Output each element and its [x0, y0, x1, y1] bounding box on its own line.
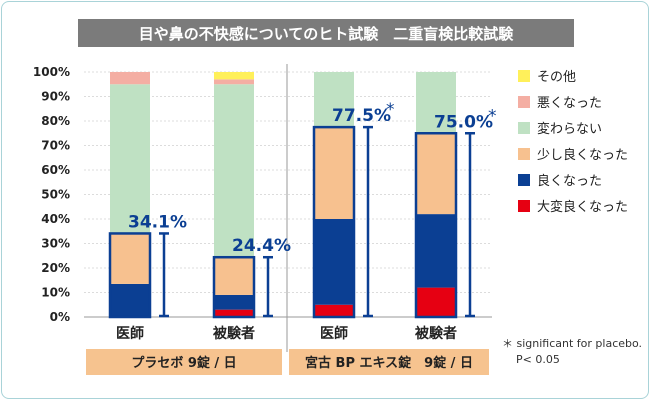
y-tick-label: 10% — [41, 286, 70, 300]
y-tick-label: 30% — [41, 237, 70, 251]
x-tick-labels: 医師 被験者 医師 被験者 — [116, 325, 457, 342]
bar-segment — [110, 233, 150, 284]
bar-segment — [110, 84, 150, 234]
value-label: 24.4% — [232, 236, 291, 256]
legend-swatch — [518, 200, 530, 212]
improvement-outline — [312, 125, 356, 319]
legend-swatch — [518, 70, 530, 82]
y-tick-label: 60% — [41, 163, 70, 177]
bar-segment — [416, 287, 456, 317]
value-label: 34.1% — [128, 212, 187, 232]
group-label-background — [289, 349, 489, 375]
improvement-outline — [212, 255, 256, 319]
improvement-outline — [108, 232, 152, 319]
chart-title-background — [78, 19, 574, 47]
x-tick-label: 医師 — [116, 325, 144, 342]
legend-label: その他 — [537, 70, 576, 85]
bar-segment — [416, 214, 456, 288]
legend-swatch — [518, 122, 530, 134]
legend-label: 悪くなった — [537, 96, 602, 111]
x-tick-label: 被験者 — [213, 325, 255, 342]
improvement-outline — [414, 132, 458, 319]
group-label: 宮古 BP エキス錠 9錠 / 日 — [305, 355, 473, 371]
y-tick-labels: 0% 10% 20% 30% 40% 50% 60% 70% 80% 90% 100% — [33, 65, 70, 324]
value-label: 77.5% — [332, 106, 391, 126]
bar-segment — [314, 72, 354, 128]
legend-label: 良くなった — [537, 173, 602, 189]
bar-segment — [214, 79, 254, 85]
y-tick-label: 0% — [50, 310, 70, 324]
y-tick-label: 50% — [41, 188, 70, 202]
bar-segment — [110, 283, 150, 317]
bar-segment — [314, 127, 354, 219]
chart-title: 目や鼻の不快感についてのヒト試験 二重盲検比較試験 — [139, 25, 515, 43]
legend-label: 少し良くなった — [537, 147, 628, 163]
group-label: プラセボ 9錠 / 日 — [131, 355, 236, 371]
bar-segment — [314, 219, 354, 305]
group-labels: プラセボ 9錠 / 日 宮古 BP エキス錠 9錠 / 日 — [86, 349, 489, 375]
bar-segment — [214, 84, 254, 258]
y-tick-label: 80% — [41, 114, 70, 128]
bar-segment — [214, 257, 254, 295]
bar-stacks: 34.1%24.4%77.5%*75.0%* — [108, 72, 497, 319]
legend-swatch — [518, 148, 530, 160]
y-tick-label: 70% — [41, 139, 70, 153]
significance-star: * — [386, 100, 395, 120]
value-label: 75.0% — [434, 112, 493, 132]
bar-segment — [214, 309, 254, 317]
bar-segment — [214, 72, 254, 80]
legend-swatch — [518, 174, 530, 186]
footnote-line: ＊ significant for placebo. — [502, 337, 642, 350]
legend-swatch — [518, 96, 530, 108]
bar-segment — [416, 133, 456, 215]
y-tick-label: 100% — [33, 65, 70, 79]
bar-segment — [314, 304, 354, 317]
bar-segment — [214, 294, 254, 310]
legend-label: 変わらない — [537, 121, 602, 137]
y-tick-label: 90% — [41, 90, 70, 104]
bar-segment — [416, 72, 456, 134]
footnote-line: P< 0.05 — [516, 353, 560, 366]
footnote: ＊ significant for placebo. P< 0.05 — [502, 337, 642, 366]
y-tick-label: 40% — [41, 212, 70, 226]
group-label-background — [86, 349, 282, 375]
y-tick-label: 20% — [41, 261, 70, 275]
bar-segment — [110, 72, 150, 85]
x-tick-label: 医師 — [320, 325, 348, 342]
significance-star: * — [488, 106, 497, 126]
legend-label: 大変良くなった — [537, 199, 628, 215]
x-tick-label: 被験者 — [415, 325, 457, 342]
